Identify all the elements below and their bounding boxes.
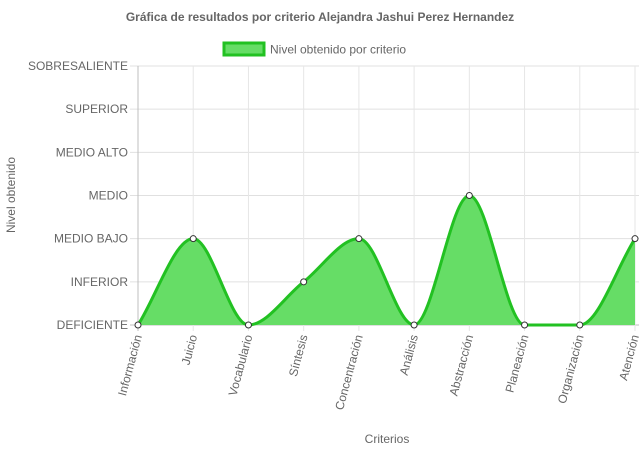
data-point-Síntesis[interactable] bbox=[300, 278, 308, 286]
chart-title: Gráfica de resultados por criterio Aleja… bbox=[126, 10, 514, 24]
y-tick-label: DEFICIENTE bbox=[57, 318, 128, 332]
x-tick-label: Abstracción bbox=[446, 333, 476, 397]
data-point-Organización[interactable] bbox=[576, 321, 584, 329]
x-tick-label: Información bbox=[115, 333, 145, 397]
y-tick-label: SUPERIOR bbox=[65, 102, 128, 116]
x-tick-label: Síntesis bbox=[286, 333, 311, 378]
legend-label: Nivel obtenido por criterio bbox=[270, 43, 406, 57]
x-tick-label: Concentración bbox=[332, 333, 366, 411]
data-point-Concentración[interactable] bbox=[355, 235, 363, 243]
data-point-Vocabulario[interactable] bbox=[244, 321, 252, 329]
x-tick-label: Vocabulario bbox=[226, 333, 256, 398]
y-tick-label: MEDIO bbox=[89, 189, 128, 203]
y-tick-label: INFERIOR bbox=[71, 275, 129, 289]
series-area-fill bbox=[138, 195, 635, 325]
data-point-Análisis[interactable] bbox=[410, 321, 418, 329]
series-line bbox=[136, 193, 637, 327]
x-tick-label: Atención bbox=[616, 333, 639, 382]
y-tick-label: MEDIO BAJO bbox=[54, 232, 128, 246]
legend[interactable]: Nivel obtenido por criterio bbox=[222, 41, 406, 57]
x-tick-label: Planeación bbox=[503, 333, 532, 394]
y-tick-label: SOBRESALIENTE bbox=[28, 59, 128, 73]
data-point-Información[interactable] bbox=[134, 321, 142, 329]
x-tick-labels: Información Juicio Vocabulario Síntesis Conc… bbox=[115, 333, 639, 412]
data-point-Abstracción[interactable] bbox=[465, 192, 473, 199]
x-tick-label: Análisis bbox=[397, 333, 421, 377]
data-point-Atención[interactable] bbox=[631, 235, 639, 243]
plot-area bbox=[134, 192, 639, 329]
data-point-Planeación[interactable] bbox=[521, 321, 529, 329]
x-axis-title: Criterios bbox=[365, 432, 410, 446]
data-point-Juicio[interactable] bbox=[189, 235, 197, 243]
legend-swatch bbox=[222, 41, 266, 57]
x-tick-label: Juicio bbox=[179, 333, 201, 367]
x-tick-label: Organización bbox=[555, 333, 587, 405]
y-tick-labels: DEFICIENTE INFERIOR MEDIO BAJO MEDIO MEDIO A… bbox=[28, 59, 128, 332]
y-axis-title: Nivel obtenido bbox=[4, 157, 18, 233]
y-tick-label: MEDIO ALTO bbox=[56, 145, 128, 159]
